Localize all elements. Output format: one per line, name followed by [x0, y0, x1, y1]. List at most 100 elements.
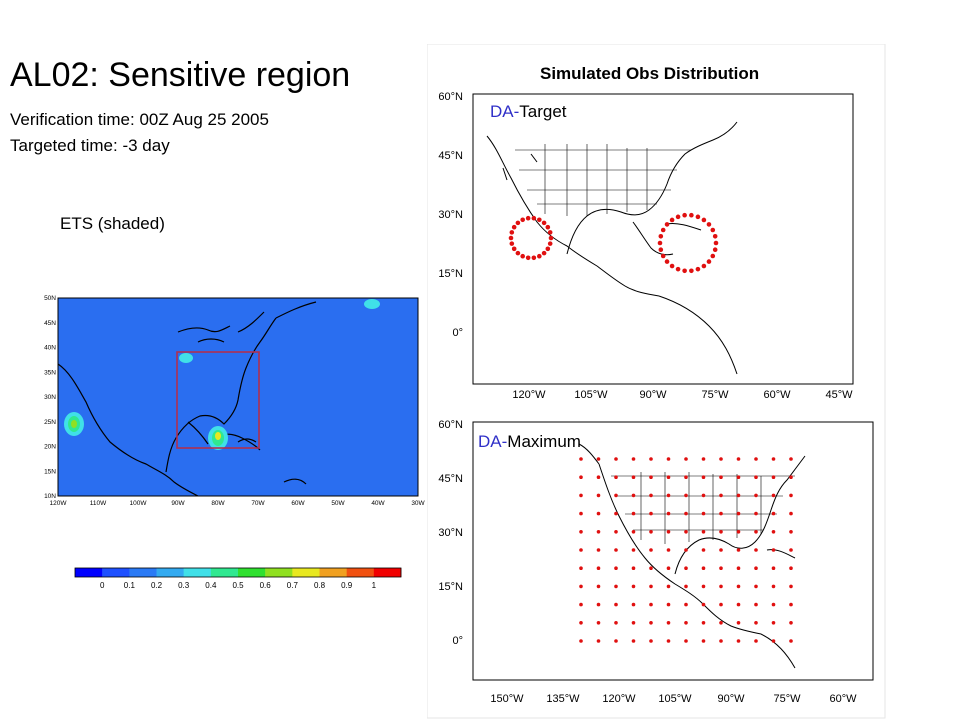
obs-point [701, 263, 707, 269]
obs-point [701, 621, 706, 625]
colorbar-tick-label: 0.8 [314, 581, 326, 590]
top-lat-label: 15°N [438, 268, 463, 280]
obs-point [660, 227, 666, 233]
obs-point [736, 584, 741, 589]
obs-point [541, 250, 547, 256]
obs-point [649, 511, 653, 516]
obs-point [545, 246, 551, 252]
obs-point [596, 475, 601, 480]
obs-point [614, 584, 618, 589]
obs-point [508, 235, 514, 241]
da-target-obs-points [508, 212, 719, 274]
obs-point [719, 566, 723, 570]
obs-point [649, 639, 653, 643]
colorbar-cell [102, 568, 130, 577]
obs-point [719, 602, 723, 607]
obs-point [701, 584, 706, 589]
colorbar-cell [238, 568, 266, 577]
obs-point [719, 457, 723, 461]
da-target-label: DA-Target [490, 102, 567, 121]
obs-point [754, 584, 758, 589]
obs-point [596, 493, 601, 498]
obs-point [771, 639, 776, 643]
obs-point [789, 602, 793, 607]
obs-point [531, 255, 537, 261]
obs-point [614, 475, 618, 480]
obs-point [631, 475, 636, 480]
obs-point [579, 566, 583, 570]
obs-point [596, 584, 601, 589]
obs-point [754, 548, 758, 552]
colorbar-tick-label: 0.4 [205, 581, 217, 590]
obs-point [631, 639, 636, 643]
obs-point [666, 621, 671, 625]
colorbar-tick-label: 0.3 [178, 581, 190, 590]
top-lon-label: 60°W [763, 389, 791, 401]
obs-point [515, 220, 521, 226]
colorbar-cell [265, 568, 293, 577]
obs-point [754, 530, 758, 534]
ets-map: 50N 45N 40N 35N 30N 25N 20N 15N 10N 120W 110W 100W… [44, 295, 425, 507]
obs-point [649, 602, 653, 607]
obs-point [520, 217, 525, 223]
obs-point [579, 530, 583, 534]
ets-lon-label: 50W [331, 500, 345, 507]
obs-point [701, 566, 706, 570]
obs-point [545, 224, 551, 230]
obs-point [754, 602, 758, 607]
colorbar-tick-label: 0.6 [260, 581, 272, 590]
obs-point [664, 259, 670, 264]
obs-point [684, 493, 688, 498]
obs-point [701, 457, 706, 461]
ets-lat-label: 45N [44, 320, 56, 327]
colorbar-cell [346, 568, 375, 577]
obs-point [649, 584, 653, 589]
obs-point [649, 475, 653, 480]
colorbar-tick-label: 0.1 [124, 581, 136, 590]
bottom-lat-label: 0° [452, 635, 463, 647]
obs-point [771, 511, 776, 516]
obs-point [701, 217, 707, 223]
obs-point [684, 584, 688, 589]
bottom-lon-label: 75°W [773, 693, 801, 705]
obs-point [614, 621, 618, 625]
ets-lon-label: 110W [90, 500, 107, 507]
obs-point [713, 240, 719, 246]
obs-point [684, 511, 688, 516]
bottom-lon-label: 135°W [546, 693, 580, 705]
colorbar-cell [319, 568, 347, 577]
obs-point [771, 566, 776, 570]
obs-point [789, 511, 793, 516]
colorbar-tick-label: 0.5 [232, 581, 244, 590]
obs-point [789, 457, 793, 461]
verification-time: Verification time: 00Z Aug 25 2005 [10, 110, 269, 129]
obs-point [547, 230, 553, 235]
obs-point [789, 639, 793, 643]
obs-point [666, 493, 671, 498]
ets-lat-label: 40N [44, 345, 56, 352]
da-maximum-obs-points [579, 457, 793, 643]
obs-point [771, 457, 776, 461]
obs-point [684, 566, 688, 570]
ets-lat-label: 30N [44, 394, 56, 401]
obs-point [684, 621, 688, 625]
obs-point [614, 602, 618, 607]
obs-point [789, 621, 793, 625]
obs-point [719, 621, 723, 625]
obs-point [789, 566, 793, 570]
colorbar-cell [292, 568, 320, 577]
obs-point [684, 530, 688, 534]
colorbar-tick-labels: 0 0.1 0.2 0.3 0.4 0.5 0.6 0.7 0.8 0.9 1 [100, 581, 377, 590]
obs-point [660, 253, 666, 259]
ets-lon-label: 90W [171, 500, 185, 507]
obs-point [666, 548, 671, 552]
obs-point [684, 457, 688, 461]
bottom-map-coastlines [578, 443, 806, 669]
obs-point [675, 266, 681, 272]
bottom-map-frame [472, 421, 874, 681]
obs-point [675, 214, 681, 220]
top-map-lat-labels: 60°N 45°N 30°N 15°N 0° [438, 91, 463, 339]
obs-point [614, 511, 618, 516]
ets-lon-label: 30W [411, 500, 425, 507]
obs-point [789, 475, 793, 480]
